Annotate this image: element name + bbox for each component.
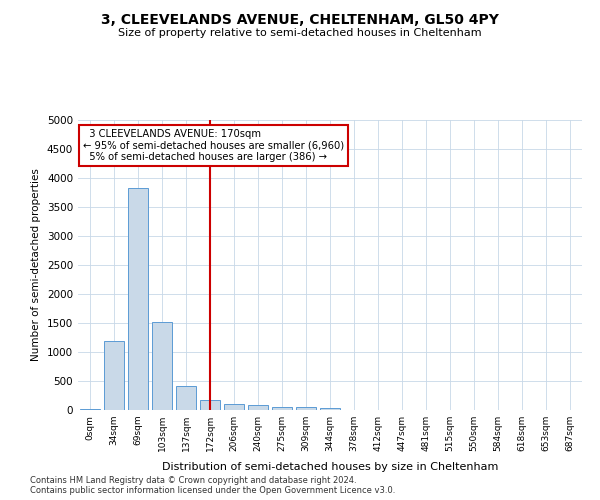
- Bar: [80, 409, 100, 410]
- Text: Contains HM Land Registry data © Crown copyright and database right 2024.
Contai: Contains HM Land Registry data © Crown c…: [30, 476, 395, 495]
- Text: 3, CLEEVELANDS AVENUE, CHELTENHAM, GL50 4PY: 3, CLEEVELANDS AVENUE, CHELTENHAM, GL50 …: [101, 12, 499, 26]
- Text: Size of property relative to semi-detached houses in Cheltenham: Size of property relative to semi-detach…: [118, 28, 482, 38]
- Bar: [128, 188, 148, 410]
- Bar: [296, 407, 316, 410]
- Bar: [248, 406, 268, 410]
- Text: Distribution of semi-detached houses by size in Cheltenham: Distribution of semi-detached houses by …: [162, 462, 498, 472]
- Bar: [272, 406, 292, 410]
- Text: 3 CLEEVELANDS AVENUE: 170sqm
← 95% of semi-detached houses are smaller (6,960)
 : 3 CLEEVELANDS AVENUE: 170sqm ← 95% of se…: [83, 128, 344, 162]
- Bar: [176, 386, 196, 410]
- Y-axis label: Number of semi-detached properties: Number of semi-detached properties: [31, 168, 41, 362]
- Bar: [200, 400, 220, 410]
- Bar: [104, 341, 124, 410]
- Bar: [320, 408, 340, 410]
- Bar: [224, 404, 244, 410]
- Bar: [152, 322, 172, 410]
